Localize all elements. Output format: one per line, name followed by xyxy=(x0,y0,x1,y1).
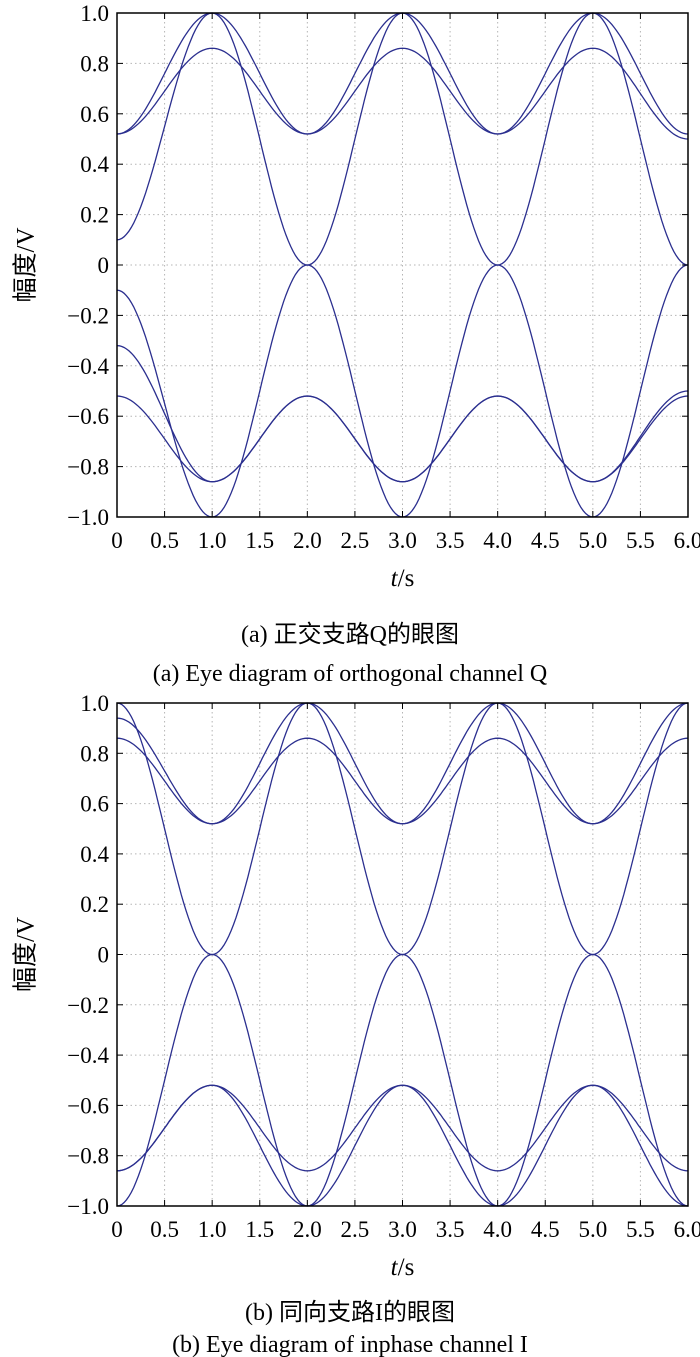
y-tick-label: −0.4 xyxy=(67,354,109,379)
x-tick-label: 4.5 xyxy=(531,528,560,553)
caption-en-a: (a) Eye diagram of orthogonal channel Q xyxy=(153,661,548,687)
caption-en-b: (b) Eye diagram of inphase channel I xyxy=(172,1332,528,1357)
x-tick-label: 0.5 xyxy=(150,1217,179,1242)
x-tick-label: 6.0 xyxy=(674,528,700,553)
x-tick-label: 5.5 xyxy=(626,528,655,553)
x-tick-label: 0.5 xyxy=(150,528,179,553)
y-tick-label: −0.6 xyxy=(67,404,109,429)
eye-trace xyxy=(116,702,689,956)
x-axis-unit-a: /s xyxy=(398,565,415,592)
x-tick-label: 2.5 xyxy=(341,528,370,553)
y-tick-label: 0 xyxy=(98,943,110,968)
y-tick-label: 1.0 xyxy=(80,1,109,26)
x-tick-labels-b: 0 0.5 1.0 1.5 2.0 2.5 3.0 3.5 4.0 4.5 5.0 5.5 6.0 xyxy=(111,1217,700,1242)
x-axis-label-b: t/s xyxy=(391,1254,415,1281)
x-axis-variable-a: t xyxy=(391,565,399,592)
y-tick-label: 0 xyxy=(98,253,110,278)
x-tick-label: 3.0 xyxy=(388,1217,417,1242)
y-tick-label: 0.4 xyxy=(80,842,109,867)
y-tick-label: 0.2 xyxy=(80,892,109,917)
eye-trace xyxy=(116,953,689,1207)
x-axis-variable-b: t xyxy=(391,1254,399,1281)
axis-ticks-b xyxy=(116,702,689,1207)
chart-panel-b: 1.0 0.8 0.6 0.4 0.2 0 −0.2 −0.4 −0.6 −0.8 −1.0 0 0.… xyxy=(12,691,700,1357)
x-tick-label: 0 xyxy=(111,1217,123,1242)
y-tick-label: 1.0 xyxy=(80,691,109,716)
x-tick-label: 1.5 xyxy=(245,528,274,553)
x-tick-label: 2.0 xyxy=(293,528,322,553)
x-tick-label: 3.5 xyxy=(436,1217,465,1242)
y-tick-label: 0.8 xyxy=(80,741,109,766)
x-tick-label: 3.5 xyxy=(436,528,465,553)
y-tick-label: 0.2 xyxy=(80,203,109,228)
x-tick-label: 4.5 xyxy=(531,1217,560,1242)
x-tick-labels-a: 0 0.5 1.0 1.5 2.0 2.5 3.0 3.5 4.0 4.5 5.0 5.5 6.0 xyxy=(111,528,700,553)
y-tick-label: −0.8 xyxy=(67,1144,109,1169)
x-tick-label: 5.0 xyxy=(578,1217,607,1242)
eye-trace xyxy=(116,1084,689,1207)
y-tick-label: 0.6 xyxy=(80,102,109,127)
x-tick-label: 2.0 xyxy=(293,1217,322,1242)
x-axis-label-a: t/s xyxy=(391,565,415,592)
y-tick-label: 0.6 xyxy=(80,792,109,817)
chart-panel-a: 1.0 0.8 0.6 0.4 0.2 0 −0.2 −0.4 −0.6 −0.8 −1.0 0 0.… xyxy=(12,1,700,687)
x-tick-label: 1.0 xyxy=(198,1217,227,1242)
x-tick-label: 5.0 xyxy=(578,528,607,553)
grid-lines-a xyxy=(117,13,688,517)
caption-cn-a: (a) 正交支路Q的眼图 xyxy=(241,621,459,648)
y-tick-label: 0.4 xyxy=(80,152,109,177)
y-tick-label: −1.0 xyxy=(67,505,109,530)
axis-ticks-a xyxy=(116,12,689,518)
x-tick-label: 4.0 xyxy=(483,528,512,553)
y-tick-labels-a: 1.0 0.8 0.6 0.4 0.2 0 −0.2 −0.4 −0.6 −0.8 −1.0 xyxy=(67,1,109,530)
y-tick-label: −0.2 xyxy=(67,993,109,1018)
eye-trace xyxy=(116,344,689,483)
x-tick-label: 0 xyxy=(111,528,123,553)
x-tick-label: 2.5 xyxy=(341,1217,370,1242)
x-tick-label: 4.0 xyxy=(483,1217,512,1242)
eye-trace xyxy=(116,47,689,140)
y-tick-label: −0.2 xyxy=(67,303,109,328)
y-axis-label-b: 幅度/V xyxy=(12,917,40,992)
y-tick-label: −1.0 xyxy=(67,1194,109,1219)
y-tick-labels-b: 1.0 0.8 0.6 0.4 0.2 0 −0.2 −0.4 −0.6 −0.8 −1.0 xyxy=(67,691,109,1219)
y-tick-label: −0.4 xyxy=(67,1043,109,1068)
y-tick-label: 0.8 xyxy=(80,51,109,76)
eye-traces-b xyxy=(116,702,689,1207)
y-tick-label: −0.8 xyxy=(67,455,109,480)
eye-trace xyxy=(116,702,689,825)
x-tick-label: 6.0 xyxy=(674,1217,700,1242)
x-tick-label: 1.0 xyxy=(198,528,227,553)
x-tick-label: 1.5 xyxy=(245,1217,274,1242)
x-tick-label: 5.5 xyxy=(626,1217,655,1242)
y-axis-label-a: 幅度/V xyxy=(12,227,40,302)
x-tick-label: 3.0 xyxy=(388,528,417,553)
caption-cn-b: (b) 同向支路I的眼图 xyxy=(245,1299,455,1326)
x-axis-unit-b: /s xyxy=(398,1254,415,1281)
y-tick-label: −0.6 xyxy=(67,1093,109,1118)
